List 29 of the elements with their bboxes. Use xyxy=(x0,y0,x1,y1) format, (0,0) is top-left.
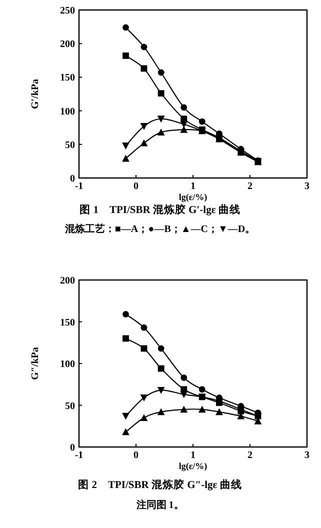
x-tick-label: -1 xyxy=(74,181,84,192)
y-tick-label: 200 xyxy=(60,39,75,50)
x-tick-label: 0 xyxy=(134,181,138,192)
y-tick-label: 250 xyxy=(60,6,75,16)
x-tick-label: 2 xyxy=(248,181,252,192)
y-tick-label: 150 xyxy=(60,72,75,84)
x-tick-label: 1 xyxy=(190,450,196,461)
y-axis-title: G″/kPa xyxy=(30,347,41,380)
x-tick-label: 1 xyxy=(190,181,196,192)
y-tick-label: 50 xyxy=(65,400,75,412)
y-tick-label: 200 xyxy=(60,276,75,286)
x-tick-label: 0 xyxy=(134,450,138,461)
x-tick-label: -1 xyxy=(74,450,84,461)
text: 图 1 TPI/SBR 混炼胶 G′-lgε 曲线 xyxy=(80,203,240,216)
y-tick-label: 0 xyxy=(70,174,75,184)
y-tick-label: 50 xyxy=(65,140,75,151)
y-axis-title: G′/kPa xyxy=(30,78,41,110)
x-tick-label: 3 xyxy=(304,181,310,192)
x-tick-label: 3 xyxy=(304,450,310,461)
text: 注同图 1。 xyxy=(135,499,184,511)
y-tick-label: 100 xyxy=(60,106,75,118)
y-tick-label: 150 xyxy=(60,317,75,328)
x-tick-label: 2 xyxy=(248,450,252,461)
x-axis-title: lg(ε/%) xyxy=(178,192,208,202)
text: 图 2 TPI/SBR 混炼胶 G″-lgε 曲线 xyxy=(78,478,242,491)
x-axis-title: lg(ε/%) xyxy=(178,461,208,471)
y-tick-label: 0 xyxy=(70,442,75,454)
y-tick-label: 100 xyxy=(60,359,75,370)
text: 混炼工艺：■—A；●—B；▲—C；▼—D。 xyxy=(64,223,256,235)
